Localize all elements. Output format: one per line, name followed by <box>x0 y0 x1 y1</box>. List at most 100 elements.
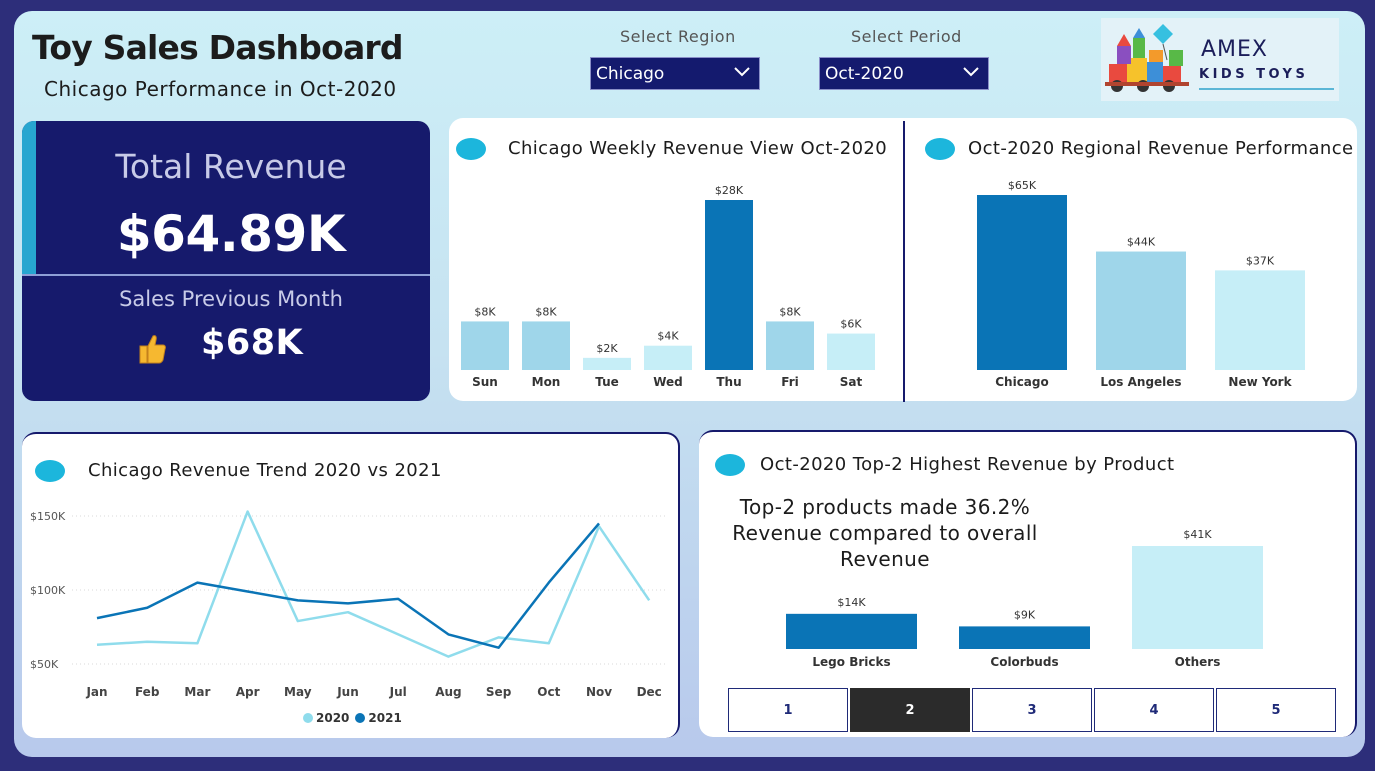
trend-x-tick-label: Oct <box>537 685 560 699</box>
regional-bar-value-label: $44K <box>1127 236 1156 249</box>
weekly-bar-value-label: $8K <box>779 305 801 318</box>
toys-icon <box>1105 24 1189 92</box>
weekly-bar-fri <box>766 321 814 370</box>
trend-x-tick-label: Sep <box>486 685 512 699</box>
trend-x-tick-label: Dec <box>637 685 662 699</box>
trend-x-tick-label: Feb <box>135 685 160 699</box>
trend-x-tick-label: May <box>284 685 312 699</box>
kpi-divider <box>22 274 430 276</box>
trend-x-tick-label: Nov <box>586 685 612 699</box>
logo-line-2: KIDS TOYS <box>1199 67 1309 82</box>
chevron-down-icon <box>734 67 750 77</box>
page-navigator: 1 2 3 4 5 <box>728 688 1338 732</box>
regional-bar-chicago <box>977 195 1067 370</box>
regional-bar-los-angeles <box>1096 251 1186 370</box>
product-bar-value-label: $41K <box>1183 528 1212 541</box>
weekly-chart-title: Chicago Weekly Revenue View Oct-2020 <box>508 138 888 159</box>
trend-legend: 2020 2021 <box>303 711 402 725</box>
page-button-1[interactable]: 1 <box>728 688 848 732</box>
panel-divider <box>903 121 905 402</box>
regional-category-label: New York <box>1228 375 1292 389</box>
product-panel: Oct-2020 Top-2 Highest Revenue by Produc… <box>699 430 1357 737</box>
weekly-bar-tue <box>583 357 631 370</box>
regional-revenue-chart: $65K Chicago $44K Los Angeles $37K New York <box>977 179 1305 389</box>
trend-line-2020 <box>96 510 651 658</box>
product-bar-value-label: $9K <box>1014 608 1036 621</box>
weekly-bar-sat <box>827 333 875 370</box>
weekly-bar-mon <box>522 321 570 370</box>
regional-bar-value-label: $65K <box>1008 179 1037 192</box>
thumbs-up-icon <box>139 335 166 364</box>
product-bullet-icon <box>715 454 745 476</box>
period-dropdown[interactable]: Oct-2020 <box>819 57 989 90</box>
kpi-accent-bar <box>22 121 36 275</box>
weekly-revenue-chart: $8K Sun $8K Mon $2K Tue $4K Wed $28K Thu $8K Fri $6K… <box>461 184 875 389</box>
product-insight-text: Top-2 products made 36.2% Revenue compar… <box>732 495 1038 571</box>
trend-x-tick-label: Jul <box>389 685 407 699</box>
dashboard-title: Toy Sales Dashboard <box>32 28 404 67</box>
dashboard-subtitle: Chicago Performance in Oct-2020 <box>44 77 397 101</box>
region-dropdown[interactable]: Chicago <box>590 57 760 90</box>
weekly-category-label: Tue <box>595 375 619 389</box>
total-revenue-value: $64.89K <box>116 205 346 263</box>
trend-chart-title: Chicago Revenue Trend 2020 vs 2021 <box>88 460 442 481</box>
trend-panel: Chicago Revenue Trend 2020 vs 2021 $150K… <box>22 432 680 738</box>
trend-y-tick-label: $150K <box>30 510 66 523</box>
regional-bar-new-york <box>1215 270 1305 370</box>
previous-month-label: Sales Previous Month <box>119 287 343 311</box>
logo-underline <box>1199 88 1334 90</box>
product-category-label: Others <box>1175 655 1221 669</box>
legend-2021-label: 2021 <box>368 711 402 725</box>
revenue-trend-chart: $150K $100K $50K Jan Feb Mar Apr May Jun Jul Aug Se… <box>30 510 667 699</box>
product-bar-others <box>1132 546 1263 649</box>
trend-x-tick-label: Jan <box>85 685 107 699</box>
product-bar-value-label: $14K <box>837 596 866 609</box>
product-bar-colorbuds <box>959 626 1090 649</box>
page-button-2[interactable]: 2 <box>850 688 970 732</box>
product-category-label: Colorbuds <box>990 655 1058 669</box>
page-button-3[interactable]: 3 <box>972 688 1092 732</box>
trend-x-tick-label: Apr <box>236 685 260 699</box>
weekly-bar-value-label: $8K <box>535 305 557 318</box>
chevron-down-icon <box>963 67 979 77</box>
legend-2020-swatch <box>303 713 313 723</box>
page-button-5[interactable]: 5 <box>1216 688 1336 732</box>
weekly-bar-value-label: $2K <box>596 342 618 355</box>
weekly-bar-value-label: $8K <box>474 305 496 318</box>
period-value: Oct-2020 <box>825 64 904 84</box>
regional-bar-value-label: $37K <box>1246 254 1275 267</box>
product-revenue-chart: $14K Lego Bricks $9K Colorbuds $41K Others <box>786 528 1263 669</box>
trend-y-tick-label: $50K <box>30 658 59 671</box>
trend-line-2021 <box>96 522 600 649</box>
weekly-bar-value-label: $28K <box>715 184 744 197</box>
weekly-category-label: Sun <box>472 375 498 389</box>
weekly-bar-thu <box>705 200 753 370</box>
period-label: Select Period <box>851 27 962 46</box>
trend-x-tick-label: Aug <box>435 685 461 699</box>
product-chart-title: Oct-2020 Top-2 Highest Revenue by Produc… <box>760 454 1175 475</box>
regional-chart-title: Oct-2020 Regional Revenue Performance <box>968 138 1354 159</box>
weekly-bullet-icon <box>456 138 486 160</box>
product-category-label: Lego Bricks <box>812 655 890 669</box>
product-bar-lego-bricks <box>786 613 917 649</box>
page-button-4[interactable]: 4 <box>1094 688 1214 732</box>
kpi-card: Total Revenue $64.89K Sales Previous Mon… <box>22 121 430 401</box>
weekly-bar-value-label: $4K <box>657 330 679 343</box>
weekly-category-label: Wed <box>653 375 683 389</box>
weekly-bar-value-label: $6K <box>840 318 862 331</box>
legend-2020-label: 2020 <box>316 711 350 725</box>
total-revenue-label: Total Revenue <box>115 147 347 186</box>
weekly-category-label: Fri <box>781 375 798 389</box>
brand-logo: AMEX KIDS TOYS <box>1101 18 1339 101</box>
legend-2021-swatch <box>355 713 366 723</box>
previous-month-value: $68K <box>201 323 304 363</box>
weekly-category-label: Thu <box>716 375 741 389</box>
weekly-category-label: Mon <box>532 375 561 389</box>
region-value: Chicago <box>596 64 665 84</box>
regional-category-label: Chicago <box>995 375 1049 389</box>
regional-category-label: Los Angeles <box>1100 375 1181 389</box>
region-label: Select Region <box>620 27 736 46</box>
weekly-category-label: Sat <box>840 375 863 389</box>
trend-x-tick-label: Mar <box>184 685 210 699</box>
trend-x-tick-label: Jun <box>336 685 359 699</box>
